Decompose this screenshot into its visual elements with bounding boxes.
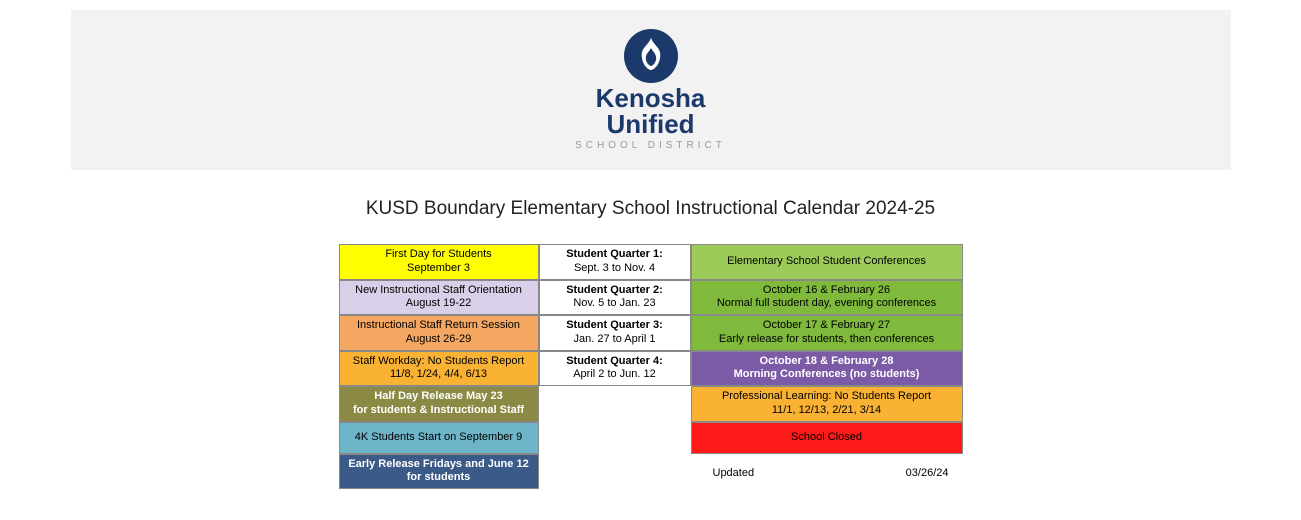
left-cell-5: Half Day Release May 23for students & In… <box>339 386 539 422</box>
left-cell-1-line2: September 3 <box>344 262 534 276</box>
updated-cell: Updated 03/26/24 <box>691 454 963 490</box>
left-cell-7-line2: for students <box>344 471 534 485</box>
logo-line2: Unified <box>575 111 726 137</box>
right-cell-3: October 17 & February 27Early release fo… <box>691 315 963 351</box>
mid-cell-3-line1: Student Quarter 3: <box>544 319 686 333</box>
left-cell-4-line1: Staff Workday: No Students Report <box>344 355 534 369</box>
left-cell-3: Instructional Staff Return SessionAugust… <box>339 315 539 351</box>
right-cell-4-line1: October 18 & February 28 <box>696 355 958 369</box>
right-cell-1: Elementary School Student Conferences <box>691 244 963 280</box>
legend-grid: First Day for StudentsSeptember 3Student… <box>339 244 963 489</box>
mid-blank-7 <box>539 454 691 490</box>
logo-sub: SCHOOL DISTRICT <box>575 140 726 151</box>
mid-cell-1-line1: Student Quarter 1: <box>544 248 686 262</box>
right-cell-6: School Closed <box>691 422 963 454</box>
mid-cell-4-line2: April 2 to Jun. 12 <box>544 368 686 382</box>
mid-blank-6 <box>539 422 691 454</box>
logo-line1: Kenosha <box>575 85 726 111</box>
mid-cell-2-line2: Nov. 5 to Jan. 23 <box>544 297 686 311</box>
left-cell-4: Staff Workday: No Students Report11/8, 1… <box>339 351 539 387</box>
calendar-title: KUSD Boundary Elementary School Instruct… <box>0 198 1301 220</box>
right-cell-2: October 16 & February 26Normal full stud… <box>691 280 963 316</box>
left-cell-6-line1: 4K Students Start on September 9 <box>344 431 534 445</box>
right-cell-3-line2: Early release for students, then confere… <box>696 333 958 347</box>
left-cell-2-line2: August 19-22 <box>344 297 534 311</box>
right-cell-5-line2: 11/1, 12/13, 2/21, 3/14 <box>696 404 958 418</box>
left-cell-3-line2: August 26-29 <box>344 333 534 347</box>
left-cell-2-line1: New Instructional Staff Orientation <box>344 284 534 298</box>
right-cell-2-line2: Normal full student day, evening confere… <box>696 297 958 311</box>
right-cell-4-line2: Morning Conferences (no students) <box>696 368 958 382</box>
mid-cell-3-line2: Jan. 27 to April 1 <box>544 333 686 347</box>
left-cell-2: New Instructional Staff OrientationAugus… <box>339 280 539 316</box>
left-cell-7: Early Release Fridays and June 12for stu… <box>339 454 539 490</box>
mid-cell-1-line2: Sept. 3 to Nov. 4 <box>544 262 686 276</box>
mid-cell-2: Student Quarter 2:Nov. 5 to Jan. 23 <box>539 280 691 316</box>
right-cell-2-line1: October 16 & February 26 <box>696 284 958 298</box>
left-cell-1-line1: First Day for Students <box>344 248 534 262</box>
mid-cell-3: Student Quarter 3:Jan. 27 to April 1 <box>539 315 691 351</box>
right-cell-5-line1: Professional Learning: No Students Repor… <box>696 390 958 404</box>
right-cell-6-line1: School Closed <box>696 431 958 445</box>
header-band: Kenosha Unified SCHOOL DISTRICT <box>71 10 1231 170</box>
right-cell-4: October 18 & February 28Morning Conferen… <box>691 351 963 387</box>
mid-blank-5 <box>539 386 691 422</box>
mid-cell-4: Student Quarter 4:April 2 to Jun. 12 <box>539 351 691 387</box>
mid-cell-1: Student Quarter 1:Sept. 3 to Nov. 4 <box>539 244 691 280</box>
right-cell-3-line1: October 17 & February 27 <box>696 319 958 333</box>
logo-circle <box>624 29 678 83</box>
left-cell-7-line1: Early Release Fridays and June 12 <box>344 458 534 472</box>
mid-cell-2-line1: Student Quarter 2: <box>544 284 686 298</box>
left-cell-5-line2: for students & Instructional Staff <box>344 404 534 418</box>
right-cell-5: Professional Learning: No Students Repor… <box>691 386 963 422</box>
logo-block: Kenosha Unified SCHOOL DISTRICT <box>575 29 726 151</box>
left-cell-6: 4K Students Start on September 9 <box>339 422 539 454</box>
left-cell-1: First Day for StudentsSeptember 3 <box>339 244 539 280</box>
left-cell-3-line1: Instructional Staff Return Session <box>344 319 534 333</box>
right-cell-1-line1: Elementary School Student Conferences <box>696 255 958 269</box>
left-cell-4-line2: 11/8, 1/24, 4/4, 6/13 <box>344 368 534 382</box>
mid-cell-4-line1: Student Quarter 4: <box>544 355 686 369</box>
left-cell-5-line1: Half Day Release May 23 <box>344 390 534 404</box>
updated-date: 03/26/24 <box>906 467 949 481</box>
flame-icon <box>634 36 668 76</box>
updated-label: Updated <box>713 467 755 481</box>
